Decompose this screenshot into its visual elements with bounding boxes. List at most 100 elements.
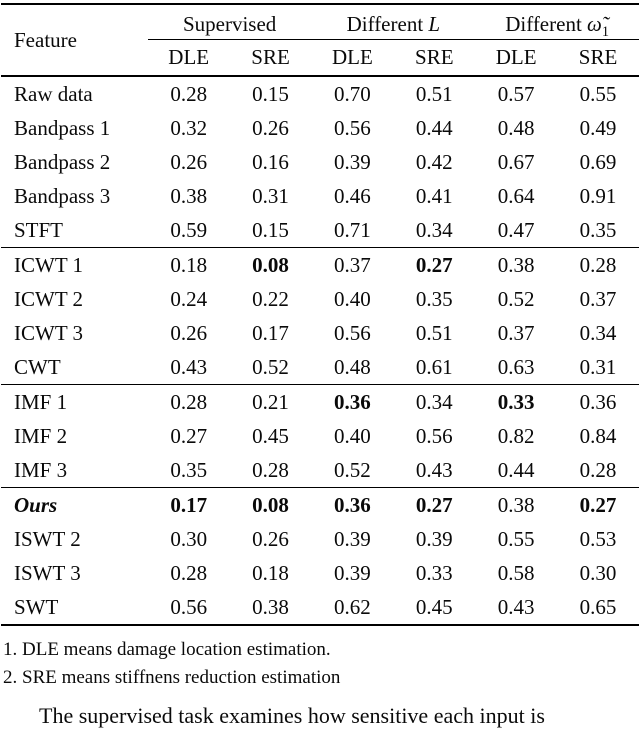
- group-header-row: Feature Supervised Different L Different…: [1, 4, 639, 77]
- value-cell: 0.35: [415, 287, 453, 311]
- value-cell: 0.48: [334, 355, 371, 379]
- value-cell: 0.42: [415, 150, 453, 174]
- value-cell: 0.55: [579, 82, 617, 106]
- subheader-sre: SRE: [557, 39, 639, 77]
- table-row: Ours 0.17 0.08 0.36 0.27 0.38 0.27: [1, 487, 639, 522]
- value-cell: 0.28: [579, 458, 617, 482]
- value-cell: 0.28: [252, 458, 289, 482]
- value-cell: 0.84: [579, 424, 617, 448]
- value-cell: 0.18: [147, 247, 230, 282]
- table-row: CWT 0.43 0.52 0.48 0.61 0.63 0.31: [1, 350, 639, 385]
- feature-cell: IMF 2: [14, 424, 68, 448]
- value-cell: 0.08: [229, 487, 312, 522]
- value-cell: 0.36: [311, 487, 394, 522]
- value-cell: 0.37: [579, 287, 617, 311]
- value-cell: 0.17: [147, 487, 230, 522]
- value-cell: 0.69: [579, 150, 617, 174]
- value-cell: 0.65: [579, 595, 617, 619]
- feature-cell: ICWT 1: [1, 247, 148, 282]
- value-cell: 0.43: [170, 355, 208, 379]
- value-cell: 0.28: [557, 247, 639, 282]
- value-cell: 0.30: [579, 561, 617, 585]
- value-cell: 0.53: [579, 527, 617, 551]
- value-cell: 0.51: [415, 321, 453, 345]
- value-cell: 0.34: [415, 218, 453, 242]
- value-cell: 0.52: [252, 355, 289, 379]
- group-header-supervised: Supervised: [147, 4, 312, 40]
- table-header: Feature Supervised Different L Different…: [1, 4, 639, 77]
- value-cell: 0.61: [415, 355, 453, 379]
- value-cell: 0.67: [497, 150, 535, 174]
- value-cell: 0.43: [415, 458, 453, 482]
- value-cell: 0.35: [579, 218, 617, 242]
- value-cell: 0.49: [579, 116, 617, 140]
- value-cell: 0.39: [334, 561, 371, 585]
- value-cell: 0.30: [170, 527, 208, 551]
- value-cell: 0.55: [497, 527, 535, 551]
- value-cell: 0.27: [393, 487, 476, 522]
- value-cell: 0.56: [415, 424, 453, 448]
- results-table: Feature Supervised Different L Different…: [1, 3, 639, 626]
- table-row: ISWT 3 0.28 0.18 0.39 0.33 0.58 0.30: [1, 556, 639, 590]
- value-cell: 0.71: [334, 218, 371, 242]
- value-cell: 0.33: [415, 561, 453, 585]
- value-cell: 0.08: [229, 247, 312, 282]
- group-subscript: 1: [601, 24, 609, 41]
- value-cell: 0.28: [170, 561, 208, 585]
- subheader-sre: SRE: [393, 39, 476, 77]
- group-header-different-l: Different L: [311, 4, 476, 40]
- value-cell: 0.47: [497, 218, 535, 242]
- table-row: Bandpass 2 0.26 0.16 0.39 0.42 0.67 0.69: [1, 145, 639, 179]
- value-cell: 0.64: [497, 184, 535, 208]
- table-row: IMF 1 0.28 0.21 0.36 0.34 0.33 0.36: [1, 384, 639, 419]
- value-cell: 0.39: [334, 150, 371, 174]
- value-cell: 0.15: [252, 218, 289, 242]
- value-cell: 0.26: [252, 116, 289, 140]
- value-cell: 0.38: [170, 184, 208, 208]
- footnote-dle: 1. DLE means damage location estimation.: [3, 639, 331, 660]
- value-cell: 0.51: [415, 82, 453, 106]
- value-cell: 0.52: [334, 458, 371, 482]
- value-cell: 0.24: [170, 287, 208, 311]
- value-cell: 0.40: [334, 287, 371, 311]
- table-body: Raw data 0.28 0.15 0.70 0.51 0.57 0.55 Bandpass…: [1, 76, 639, 625]
- feature-cell: Bandpass 1: [14, 116, 111, 140]
- value-cell: 0.57: [497, 82, 535, 106]
- feature-column-header: Feature: [1, 4, 148, 77]
- value-cell: 0.59: [170, 218, 208, 242]
- value-cell: 0.38: [475, 247, 558, 282]
- value-cell: 0.70: [334, 82, 371, 106]
- group-label: Supervised: [182, 12, 277, 36]
- feature-cell: IMF 1: [1, 384, 148, 419]
- footnote-sre: 2. SRE means stiffnens reduction estimat…: [3, 667, 341, 688]
- group-label: Different: [346, 12, 429, 36]
- value-cell: 0.32: [170, 116, 208, 140]
- value-cell: 0.37: [311, 247, 394, 282]
- value-cell: 0.26: [170, 150, 208, 174]
- table-row: Raw data 0.28 0.15 0.70 0.51 0.57 0.55: [1, 76, 639, 111]
- value-cell: 0.21: [229, 384, 312, 419]
- value-cell: 0.34: [393, 384, 476, 419]
- value-cell: 0.56: [334, 116, 371, 140]
- table-row: ISWT 2 0.30 0.26 0.39 0.39 0.55 0.53: [1, 522, 639, 556]
- subheader-dle: DLE: [311, 39, 394, 77]
- value-cell: 0.27: [170, 424, 208, 448]
- subheader-dle: DLE: [147, 39, 230, 77]
- value-cell: 0.56: [170, 595, 208, 619]
- value-cell: 0.52: [497, 287, 535, 311]
- table-row: Bandpass 1 0.32 0.26 0.56 0.44 0.48 0.49: [1, 111, 639, 145]
- table-row: SWT 0.56 0.38 0.62 0.45 0.43 0.65: [1, 590, 639, 625]
- value-cell: 0.39: [334, 527, 371, 551]
- value-cell: 0.91: [579, 184, 617, 208]
- value-cell: 0.38: [252, 595, 289, 619]
- table-row: ICWT 1 0.18 0.08 0.37 0.27 0.38 0.28: [1, 247, 639, 282]
- group-label: Different: [505, 12, 588, 36]
- value-cell: 0.28: [147, 384, 230, 419]
- feature-cell: ICWT 3: [14, 321, 84, 345]
- feature-cell: STFT: [14, 218, 64, 242]
- table-row: ICWT 3 0.26 0.17 0.56 0.51 0.37 0.34: [1, 316, 639, 350]
- body-paragraph: The supervised task examines how sensiti…: [39, 703, 545, 728]
- value-cell: 0.82: [497, 424, 535, 448]
- value-cell: 0.37: [497, 321, 535, 345]
- value-cell: 0.44: [497, 458, 535, 482]
